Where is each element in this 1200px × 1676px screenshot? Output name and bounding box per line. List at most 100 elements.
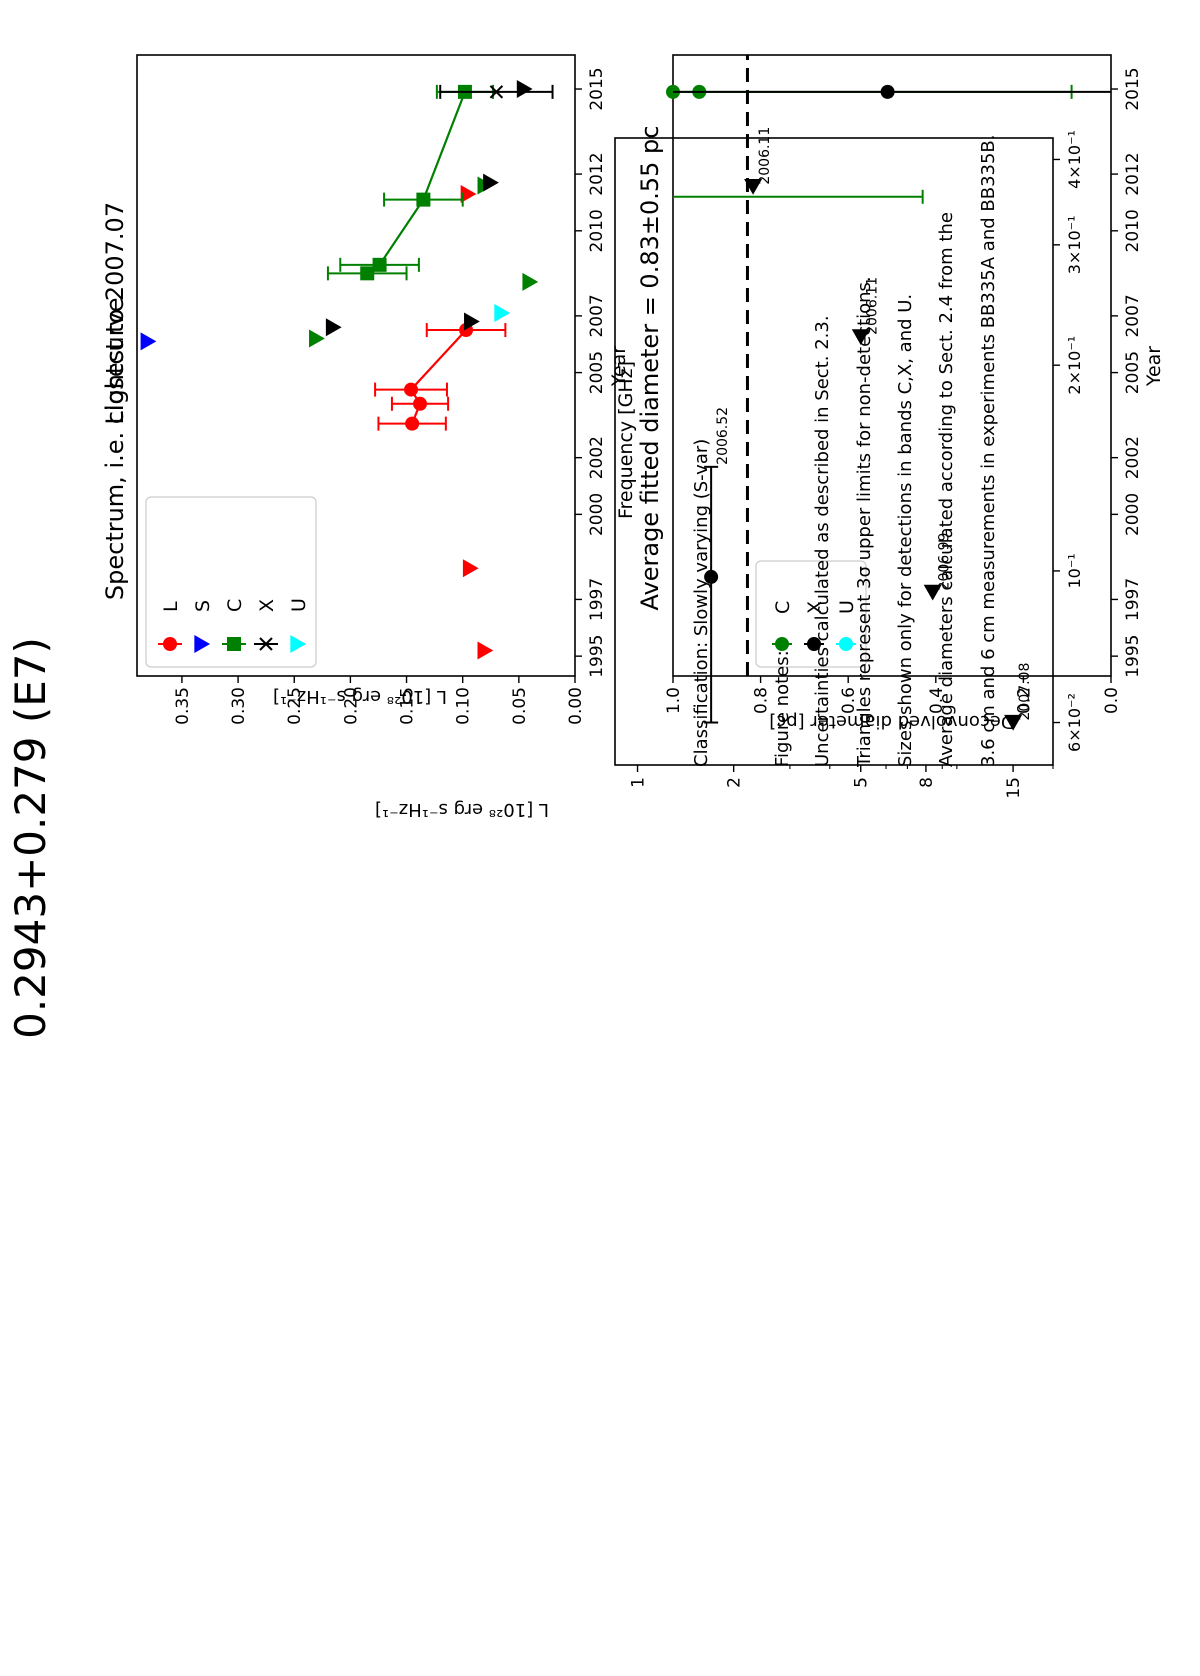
lightcurve-ytick-label: 0.35	[173, 687, 193, 725]
lightcurve-point-L	[405, 416, 420, 431]
lightcurve-point-X	[489, 85, 504, 99]
diameter-legend-label: U	[836, 600, 858, 614]
spectrum-ytick-label: 6×10⁻²	[1065, 693, 1084, 752]
spectrum-panel: Spectrum, i.e. closest to 2007.07 1 2 5 8 15…	[101, 127, 1084, 820]
lightcurve-point-C	[372, 257, 387, 272]
spectrum-errorbar	[704, 465, 719, 724]
lightcurve-frame	[136, 54, 576, 677]
lightcurve-ytick-label: 0.00	[566, 687, 586, 725]
lightcurve-panel: Lightcurve 1995 1997 2000 2002 2005 2007 2010 2…	[101, 54, 630, 725]
legend-swatch-U	[290, 635, 307, 653]
lightcurve-point-C	[360, 266, 375, 281]
lightcurve-xlabel: Year	[608, 346, 630, 387]
lightcurve-upperlimit-L	[462, 559, 479, 578]
diameter-xtick-label: 2000	[1123, 493, 1143, 536]
lightcurve-upperlimit-S	[140, 332, 157, 351]
lightcurve-legend-box	[145, 496, 317, 668]
lightcurve-xtick-label: 2007	[587, 294, 607, 337]
legend-swatch-S	[194, 635, 211, 653]
spectrum-upperlimit	[851, 329, 870, 346]
diameter-xlabel: Year	[1143, 346, 1165, 387]
page-title: 0.2943+0.279 (E7)	[6, 637, 55, 1039]
lightcurve-title: Lightcurve	[101, 297, 129, 424]
diameter-marks	[666, 55, 1111, 676]
lightcurve-ytick-label: 0.20	[341, 687, 361, 725]
classification-text: Classification: Slowly varying (S-var)	[691, 439, 712, 767]
spectrum-point-label: 2006.99	[937, 533, 953, 591]
diameter-xtick-label: 1997	[1123, 578, 1143, 621]
spectrum-marks: 2006.52 2006.11 2006.11 2006.99 2007.08	[704, 127, 1033, 731]
lightcurve-upperlimit-X	[516, 80, 533, 99]
note-line-3: Sizes shown only for detections in bands…	[895, 294, 916, 767]
legend-swatch-L	[163, 637, 177, 651]
spectrum-xtick-label: 5	[852, 777, 872, 788]
diameter-xtick-label: 2012	[1123, 152, 1143, 195]
spectrum-ytick-label: 3×10⁻¹	[1065, 215, 1084, 274]
diameter-legend-swatch-U	[839, 637, 853, 651]
lightcurve-upperlimit-L	[477, 641, 494, 660]
spectrum-point-label: 2006.52	[715, 407, 731, 465]
lightcurve-ytick-label: 0.10	[454, 687, 474, 725]
lightcurve-legend-label: X	[256, 599, 278, 612]
lightcurve-xtick-label: 1997	[587, 578, 607, 621]
diameter-xtick-label: 2007	[1123, 294, 1143, 337]
lightcurve-ylabel: L [10²⁸ erg s⁻¹Hz⁻¹]	[273, 686, 447, 707]
diameter-panel: Average fitted diameter = 0.83±0.55 pc 1…	[636, 54, 1165, 732]
lightcurve-ytick-label: 0.15	[398, 687, 418, 725]
lightcurve-legend-label: S	[192, 600, 214, 612]
lightcurve-upperlimit-X	[483, 173, 499, 192]
legend-swatch-C	[227, 637, 241, 651]
legend-swatch-X-stroke	[259, 637, 273, 651]
lightcurve-xtick-label: 2012	[587, 152, 607, 195]
lightcurve-xtick-label: 2010	[587, 209, 607, 252]
lightcurve-xtick-label: 2015	[587, 67, 607, 110]
diameter-legend-label: X	[804, 601, 826, 614]
diameter-ticks: 1995 1997 2000 2002 2005 2007 2010 2012 2015 0.0 0…	[664, 67, 1143, 714]
diameter-legend-swatch-X	[807, 637, 821, 651]
diameter-ytick-label: 0.4	[927, 687, 947, 714]
lightcurve-legend-label: U	[288, 598, 310, 612]
notes-heading: Figure notes:	[772, 650, 793, 767]
spectrum-upperlimit	[1004, 714, 1023, 731]
note-line-1: Uncertainties calculated as described in…	[812, 315, 833, 767]
diameter-ytick-label: 0.2	[1014, 687, 1034, 714]
spectrum-ticks: 1 2 5 8 15 4×10⁻¹ 3×10⁻¹ 2×10⁻¹ 10⁻¹ 6×10⁻²	[629, 130, 1084, 799]
diameter-xtick-label: 2002	[1123, 436, 1143, 479]
lightcurve-upperlimit-X	[464, 312, 480, 331]
spectrum-title: Spectrum, i.e. closest to 2007.07	[101, 202, 129, 600]
diameter-frame	[672, 54, 1112, 677]
lightcurve-xtick-label: 2000	[587, 493, 607, 536]
lightcurve-xtick-label: 2005	[587, 351, 607, 394]
diameter-ytick-label: 0.0	[1102, 687, 1122, 714]
diameter-legend-swatch-C	[775, 637, 789, 651]
lightcurve-upperlimit-C	[522, 272, 539, 291]
diameter-ytick-label: 0.8	[752, 687, 772, 714]
lightcurve-xtick-label: 2002	[587, 436, 607, 479]
diameter-xtick-label: 2005	[1123, 351, 1143, 394]
lightcurve-point-L	[404, 382, 419, 397]
lightcurve-upperlimit-L	[460, 184, 477, 203]
lightcurve-point-X-stroke	[489, 85, 504, 99]
spectrum-ylabel: L [10²⁸ erg s⁻¹Hz⁻¹]	[375, 799, 549, 820]
spectrum-point	[704, 569, 719, 584]
spectrum-xtick-label: 15	[1004, 777, 1024, 799]
lightcurve-upperlimit-U	[494, 304, 511, 323]
note-line-2: Triangles represent 3σ upper limits for …	[854, 276, 875, 768]
lightcurve-point-C	[416, 192, 431, 207]
spectrum-frame	[614, 137, 1054, 766]
lightcurve-legend-label: L	[160, 601, 182, 612]
spectrum-point-label: 2006.11	[757, 127, 773, 185]
spectrum-point-label: 2006.11	[865, 277, 881, 335]
spectrum-point-label: 2007.08	[1017, 663, 1033, 721]
diameter-ylabel: Deconvolved diameter [pc]	[769, 711, 1014, 732]
spectrum-xtick-label: 8	[917, 777, 937, 788]
diameter-ytick-label: 0.6	[839, 687, 859, 714]
lightcurve-xtick-label: 1995	[587, 635, 607, 678]
lightcurve-point-L	[413, 396, 428, 411]
note-line-5: 3.6 cm and 6 cm measurements in experime…	[978, 134, 999, 767]
spectrum-xtick-label: 1	[629, 777, 649, 788]
diameter-errorbar-C	[673, 189, 924, 204]
lightcurve-line-C	[366, 91, 466, 275]
